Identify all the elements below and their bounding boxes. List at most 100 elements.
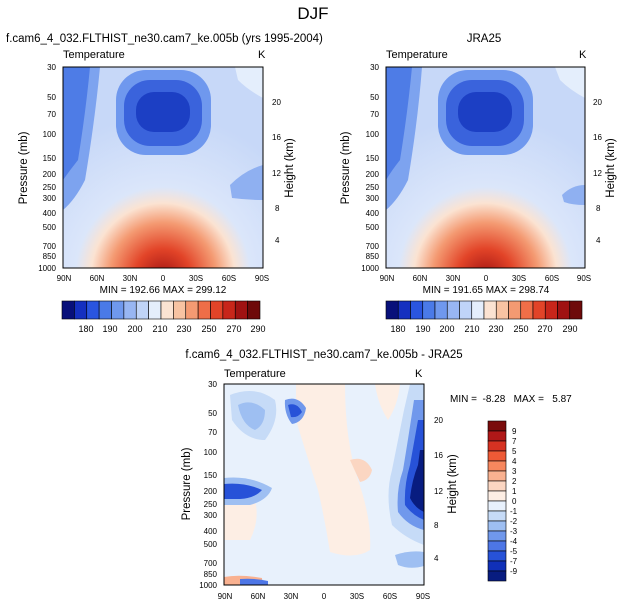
panel-stats: MIN = 192.66 MAX = 299.12 — [100, 285, 227, 296]
x-tick: 90N — [380, 274, 395, 283]
x-ticks: 90N 60N 30N 0 30S 60S 90S — [57, 274, 269, 283]
colorbar-swatch — [487, 520, 507, 532]
x-ticks: 90N 60N 30N 0 30S 60S 90S — [218, 592, 430, 601]
panel-title: f.cam6_4_032.FLTHIST_ne30.cam7_ke.005b (… — [6, 33, 323, 45]
contour-fill — [235, 67, 263, 98]
y-tick: 700 — [43, 242, 57, 251]
right-tick: 16 — [434, 451, 443, 460]
right-tick: 20 — [272, 98, 281, 107]
y-axis-right-label: Height (km) — [447, 454, 459, 514]
colorbar-swatch — [210, 300, 224, 320]
y-tick: 400 — [366, 209, 380, 218]
negative-region — [410, 450, 424, 512]
colorbar-label: 7 — [512, 437, 517, 446]
colorbar-swatch — [397, 300, 411, 320]
colorbar-swatch — [487, 490, 507, 502]
colorbar-label: -7 — [510, 557, 518, 566]
y-tick: 250 — [43, 183, 57, 192]
y-tick: 500 — [204, 540, 218, 549]
panel-variable: Temperature — [386, 49, 448, 61]
contour-fill — [555, 67, 585, 98]
y-tick: 200 — [366, 170, 380, 179]
negative-region — [395, 551, 424, 568]
colorbar-label: 4 — [512, 457, 517, 466]
colorbar-swatch — [487, 460, 507, 472]
y-tick: 50 — [370, 93, 379, 102]
positive-region — [375, 384, 400, 420]
colorbar-swatch — [410, 300, 424, 320]
colorbar-swatch — [487, 530, 507, 542]
y-axis-label: Pressure (mb) — [340, 131, 352, 204]
x-tick: 60N — [251, 592, 266, 601]
y-ticks: 30 50 70 100 150 200 250 300 400 500 700… — [361, 63, 379, 273]
colorbar-swatch — [532, 300, 546, 320]
x-ticks: 90N 60N 30N 0 30S 60S 90S — [380, 274, 591, 283]
plot-frame — [62, 66, 264, 269]
colorbar-swatch — [487, 430, 507, 442]
panel-title: f.cam6_4_032.FLTHIST_ne30.cam7_ke.005b -… — [185, 349, 462, 361]
colorbar-swatch — [508, 300, 522, 320]
contour-fill — [230, 165, 263, 200]
colorbar-label: 200 — [127, 324, 142, 334]
colorbar-label: 210 — [152, 324, 167, 334]
colorbar-swatch — [111, 300, 125, 320]
colorbar-swatch — [569, 300, 583, 320]
colorbar-swatch — [487, 420, 507, 432]
colorbar-swatch — [487, 470, 507, 482]
colorbar-label: 190 — [102, 324, 117, 334]
y-tick: 30 — [370, 63, 379, 72]
panel-model: f.cam6_4_032.FLTHIST_ne30.cam7_ke.005b (… — [6, 33, 323, 334]
colorbar — [385, 300, 583, 320]
x-tick: 90N — [57, 274, 72, 283]
y-tick: 500 — [43, 223, 57, 232]
x-tick: 60N — [90, 274, 105, 283]
panel-title: JRA25 — [467, 33, 502, 45]
right-tick: 8 — [275, 204, 280, 213]
y-tick: 30 — [208, 380, 217, 389]
colorbar-swatch — [487, 560, 507, 572]
y-tick: 1000 — [199, 581, 217, 590]
x-tick: 90S — [255, 274, 269, 283]
right-tick: 16 — [593, 133, 602, 142]
x-tick: 0 — [322, 592, 327, 601]
y-axis-right-label: Height (km) — [284, 138, 296, 198]
y-ticks: 30 50 70 100 150 200 250 300 400 500 700… — [199, 380, 217, 590]
x-tick: 90S — [416, 592, 430, 601]
right-tick: 12 — [434, 487, 443, 496]
right-ticks: 20 16 12 8 4 — [272, 98, 281, 245]
colorbar-label: 3 — [512, 467, 517, 476]
colorbar-label: 250 — [513, 324, 528, 334]
colorbar-label: 0 — [512, 497, 517, 506]
cold-core — [458, 92, 512, 132]
colorbar-label: -9 — [510, 567, 518, 576]
y-tick: 400 — [204, 527, 218, 536]
x-tick: 30S — [350, 592, 364, 601]
colorbar-labels: 9 7 5 4 3 2 1 0 -1 -2 -3 -4 -5 -7 -9 — [510, 427, 518, 576]
right-tick: 8 — [434, 521, 439, 530]
contour-fill — [386, 67, 412, 180]
y-axis-right-label: Height (km) — [605, 138, 617, 198]
y-ticks: 30 50 70 100 150 200 250 300 400 500 700… — [38, 63, 56, 273]
y-tick: 70 — [47, 110, 56, 119]
colorbar-swatch — [422, 300, 436, 320]
y-tick: 1000 — [38, 264, 56, 273]
colorbar-swatch — [446, 300, 460, 320]
y-tick: 100 — [43, 130, 57, 139]
figure-title: DJF — [297, 4, 328, 23]
colorbar-swatch — [385, 300, 399, 320]
colorbar-swatch — [487, 440, 507, 452]
colorbar-label: 2 — [512, 477, 517, 486]
colorbar-swatch — [86, 300, 100, 320]
colorbar-swatch — [98, 300, 112, 320]
x-tick: 30N — [446, 274, 461, 283]
colorbar-swatch — [148, 300, 162, 320]
colorbar-label: 290 — [250, 324, 265, 334]
colorbar-swatch — [160, 300, 174, 320]
panel-reanalysis: JRA25 Temperature K Pressure (mb) Height… — [340, 33, 617, 334]
x-tick: 0 — [484, 274, 489, 283]
positive-region — [350, 458, 372, 482]
x-tick: 30N — [284, 592, 299, 601]
y-tick: 70 — [208, 428, 217, 437]
y-tick: 850 — [366, 252, 380, 261]
right-tick: 16 — [272, 133, 281, 142]
